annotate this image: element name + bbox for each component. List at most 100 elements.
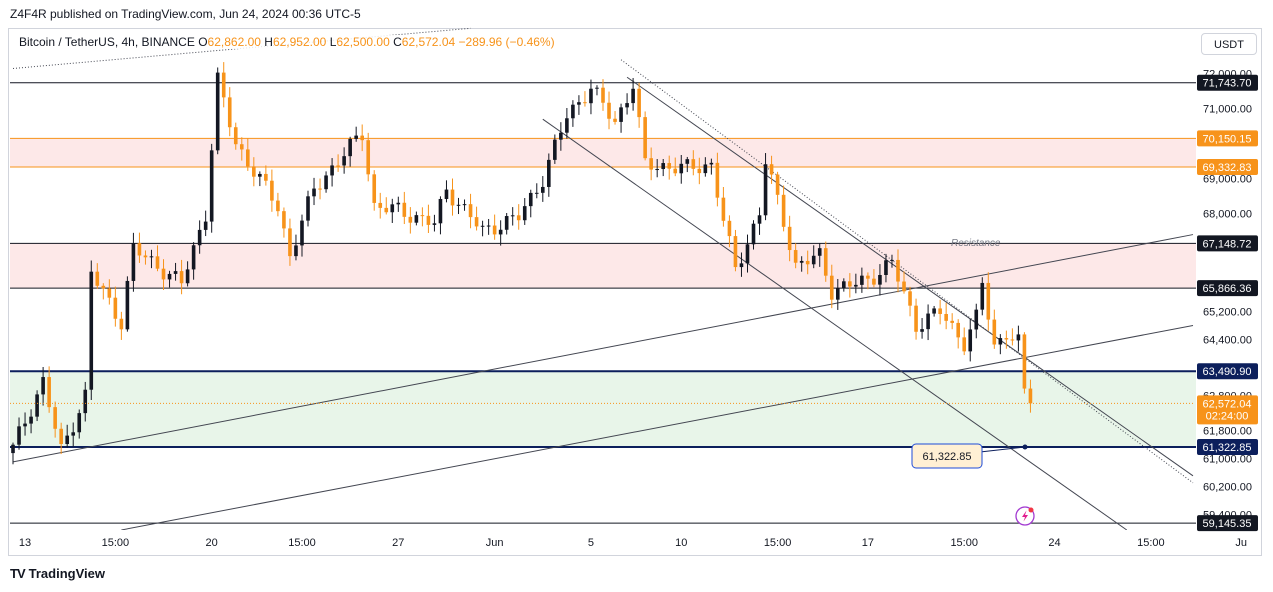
- candle-body: [221, 72, 226, 98]
- candle-body: [962, 337, 967, 352]
- candle-body: [258, 173, 262, 177]
- annotation-dot: [1022, 444, 1028, 450]
- candle-body: [342, 156, 346, 166]
- candle-body: [872, 278, 876, 285]
- candle-body: [1004, 338, 1009, 340]
- candle-body: [956, 322, 961, 338]
- candle-body: [643, 117, 647, 159]
- price-tick-label: 64,400.00: [1203, 334, 1252, 346]
- level-label: 61,322.85: [1197, 439, 1258, 456]
- candle-body: [938, 308, 942, 314]
- price-tick-label: 71,000.00: [1203, 104, 1252, 116]
- candle-body: [47, 377, 51, 408]
- candle-body: [860, 275, 864, 285]
- candle-body: [721, 197, 726, 221]
- candle-body: [817, 248, 822, 256]
- annotation-price: 61,322.85: [923, 451, 972, 463]
- candle-body: [842, 281, 846, 289]
- candle-body: [691, 159, 696, 169]
- price-axis: 72,000.0071,000.0069,000.0068,000.0065,2…: [1203, 69, 1252, 522]
- candle-body: [354, 135, 358, 139]
- candle-body: [360, 135, 364, 141]
- currency-button[interactable]: USDT: [1201, 33, 1257, 55]
- last-price-countdown: 02:24:00: [1206, 410, 1249, 422]
- price-tick-label: 69,000.00: [1203, 174, 1252, 186]
- high-label: H: [264, 35, 273, 49]
- candle-body: [438, 198, 443, 224]
- candle-body: [577, 102, 581, 105]
- candle-body: [661, 163, 666, 170]
- candle-body: [294, 245, 298, 257]
- candle-body: [992, 319, 997, 345]
- candle-body: [528, 192, 533, 207]
- candle-body: [414, 215, 419, 223]
- candle-body: [498, 229, 503, 235]
- candle-body: [727, 220, 732, 237]
- tradingview-logo[interactable]: TV TradingView: [10, 566, 105, 581]
- candle-body: [595, 87, 599, 89]
- level-label-text: 61,322.85: [1203, 442, 1252, 454]
- low-value: 62,500.00: [336, 35, 390, 49]
- candle-body: [83, 389, 88, 414]
- candle-body: [625, 103, 629, 108]
- candle-body: [390, 204, 395, 213]
- lightning-icon[interactable]: [1015, 506, 1035, 526]
- candle-body: [565, 118, 569, 133]
- candle-body: [890, 259, 894, 261]
- level-labels: 71,743.70 70,150.15 69,332.83 67,148.72 65,8…: [1197, 74, 1258, 532]
- candle-body: [252, 166, 256, 177]
- candle-body: [980, 282, 985, 310]
- time-tick-label: 17: [862, 537, 874, 549]
- publisher-line: Z4F4R published on TradingView.com, Jun …: [10, 7, 361, 21]
- candle-body: [823, 248, 828, 276]
- candle-body: [396, 202, 401, 205]
- trend-lines-layer: [12, 27, 1194, 531]
- candle-body: [685, 159, 690, 164]
- candle-body: [1022, 334, 1027, 389]
- high-value: 62,952.00: [272, 35, 327, 49]
- falling-channel-middle: [626, 76, 1194, 477]
- last-price-value: 62,572.04: [1203, 398, 1252, 410]
- resistance-label: Resistance: [951, 238, 1001, 249]
- candle-body: [197, 229, 202, 246]
- candle-body: [799, 260, 804, 263]
- candle-body: [270, 180, 274, 201]
- time-tick-label: 24: [1048, 537, 1060, 549]
- open-label: O: [198, 35, 208, 49]
- candle-body: [974, 309, 979, 330]
- candle-body: [769, 164, 774, 175]
- level-label-text: 69,332.83: [1203, 162, 1252, 174]
- close-label: C: [393, 35, 402, 49]
- level-label-text: 67,148.72: [1203, 238, 1252, 250]
- candle-body: [113, 297, 118, 319]
- falling-channel-lower: [542, 118, 1128, 531]
- candle-body: [288, 228, 292, 257]
- open-value: 62,862.00: [207, 35, 261, 49]
- candle-body: [896, 259, 900, 282]
- candle-body: [306, 196, 310, 221]
- time-tick-label: 15:00: [288, 537, 316, 549]
- candle-body: [402, 202, 407, 217]
- candle-body: [492, 225, 497, 235]
- candle-body: [215, 72, 220, 151]
- candle-body: [932, 308, 936, 314]
- symbol-legend: Bitcoin / TetherUS, 4h, BINANCE O62,862.…: [17, 35, 557, 49]
- candle-body: [480, 225, 485, 227]
- candle-body: [516, 215, 521, 221]
- candle-body: [227, 97, 232, 128]
- candles-layer: [11, 62, 1033, 465]
- candle-body: [679, 163, 684, 174]
- candle-body: [468, 204, 473, 218]
- candle-body: [486, 225, 491, 227]
- candle-body: [673, 168, 678, 174]
- candle-body: [95, 271, 100, 286]
- candle-body: [601, 87, 605, 103]
- candle-body: [245, 149, 250, 167]
- candle-body: [950, 320, 954, 323]
- candle-body: [926, 313, 930, 330]
- price-tick-label: 68,000.00: [1203, 209, 1252, 221]
- candle-body: [179, 271, 184, 284]
- price-tick-label: 61,800.00: [1203, 425, 1252, 437]
- price-annotation: 61,322.85: [911, 443, 1028, 469]
